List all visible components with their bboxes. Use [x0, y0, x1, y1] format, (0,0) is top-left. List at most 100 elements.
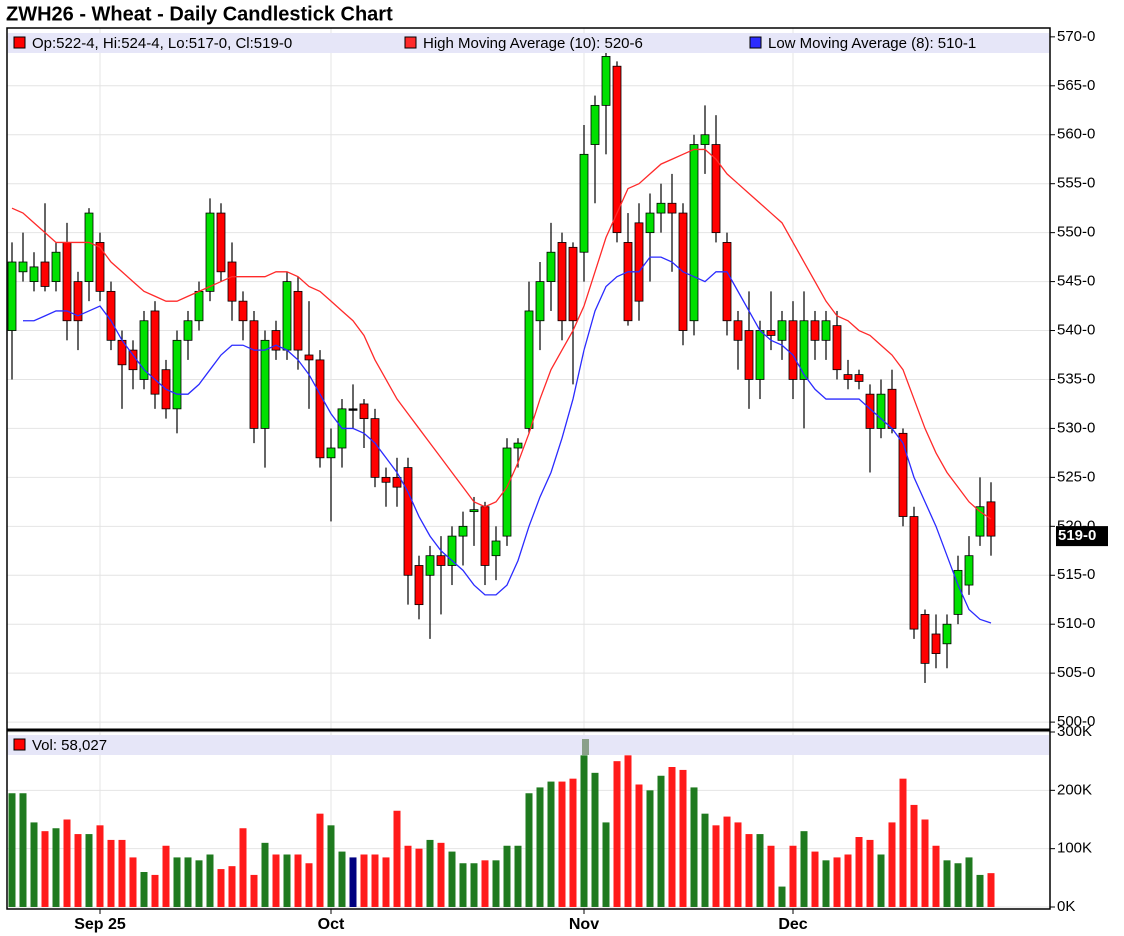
volume-bar — [448, 851, 456, 907]
volume-bar — [580, 755, 588, 907]
x-tick-label: Sep 25 — [74, 916, 126, 933]
candle-body — [854, 374, 864, 382]
candle-body — [293, 290, 303, 351]
candle-body — [370, 418, 380, 478]
x-tick-label: Oct — [318, 916, 345, 933]
volume-bar — [63, 819, 71, 907]
volume-bar — [789, 845, 797, 907]
volume-bar — [712, 825, 720, 907]
volume-bar — [107, 839, 115, 907]
candle-body — [755, 330, 765, 380]
volume-bar — [41, 831, 49, 907]
volume-bar — [140, 872, 148, 907]
y-tick-label: 535-0 — [1057, 370, 1095, 387]
candle-body — [502, 447, 512, 537]
volume-bar — [558, 781, 566, 907]
candle-body — [271, 330, 281, 351]
cursor-marker — [582, 739, 589, 755]
candle-body — [469, 509, 479, 513]
candle-body — [260, 339, 270, 429]
candle-body — [73, 281, 83, 322]
candle-body — [557, 242, 567, 322]
volume-bar — [217, 869, 225, 907]
candle-body — [480, 506, 490, 566]
candle-body — [535, 281, 545, 322]
candle-body — [524, 310, 534, 429]
volume-bar — [305, 863, 313, 907]
volume-bar — [734, 822, 742, 907]
volume-bar — [767, 845, 775, 907]
volume-bar — [932, 845, 940, 907]
volume-bar — [525, 793, 533, 907]
volume-bar — [19, 793, 27, 907]
y-tick-label: 560-0 — [1057, 126, 1095, 143]
volume-bar — [965, 857, 973, 907]
candle-body — [150, 310, 160, 395]
volume-bar — [987, 873, 995, 907]
legend-strip — [8, 33, 1049, 53]
volume-bar — [602, 822, 610, 907]
y-tick-label: 570-0 — [1057, 28, 1095, 45]
x-tick-label: Nov — [569, 916, 599, 933]
candle-body — [711, 144, 721, 234]
volume-bar — [800, 831, 808, 907]
volume-bar — [261, 842, 269, 907]
candle-body — [315, 359, 325, 459]
y-tick-label: 530-0 — [1057, 419, 1095, 436]
volume-bar — [866, 839, 874, 907]
volume-bar — [338, 851, 346, 907]
volume-bar — [679, 769, 687, 907]
candle-body — [183, 320, 193, 341]
volume-bar — [382, 857, 390, 907]
candle-body — [667, 202, 677, 214]
candle-body — [326, 447, 336, 459]
candle-body — [546, 251, 556, 282]
candle-body — [590, 104, 600, 145]
volume-bar — [976, 874, 984, 907]
volume-bar — [349, 857, 357, 907]
candle-body — [788, 320, 798, 380]
candle-body — [414, 565, 424, 606]
volume-bar — [173, 857, 181, 907]
volume-bar — [888, 822, 896, 907]
volume-bar — [481, 860, 489, 907]
candle-body — [282, 281, 292, 351]
legend-swatch — [13, 36, 26, 49]
candle-body — [51, 251, 61, 282]
candle-body — [876, 393, 886, 429]
volume-bar — [591, 772, 599, 907]
volume-bar — [855, 837, 863, 907]
candle-body — [744, 330, 754, 380]
candle-body — [579, 153, 589, 253]
volume-bar — [470, 863, 478, 907]
y-tick-label: 515-0 — [1057, 566, 1095, 583]
volume-bar — [635, 784, 643, 907]
y-tick-label: 550-0 — [1057, 224, 1095, 241]
candle-body — [843, 374, 853, 380]
candle-body — [106, 290, 116, 341]
candle-body — [656, 202, 666, 214]
candle-body — [227, 261, 237, 302]
candle-body — [942, 623, 952, 645]
volume-bar — [877, 854, 885, 907]
candle-body — [700, 134, 710, 145]
volume-bar — [404, 845, 412, 907]
volume-bar — [910, 804, 918, 907]
candle-body — [810, 320, 820, 341]
volume-bar — [360, 854, 368, 907]
candle-body — [513, 442, 523, 449]
candle-body — [348, 408, 358, 411]
volume-bar — [85, 834, 93, 907]
candle-body — [777, 320, 787, 341]
candle-body — [733, 320, 743, 341]
volume-legend-strip — [8, 735, 1049, 755]
y-tick-label: 565-0 — [1057, 77, 1095, 94]
volume-bar — [184, 857, 192, 907]
candle-body — [139, 320, 149, 380]
y-tick-label: 200K — [1057, 781, 1092, 798]
candle-body — [568, 246, 578, 322]
y-tick-label: 540-0 — [1057, 322, 1095, 339]
candle-body — [84, 212, 94, 282]
candle-body — [909, 516, 919, 630]
candle-body — [216, 212, 226, 273]
